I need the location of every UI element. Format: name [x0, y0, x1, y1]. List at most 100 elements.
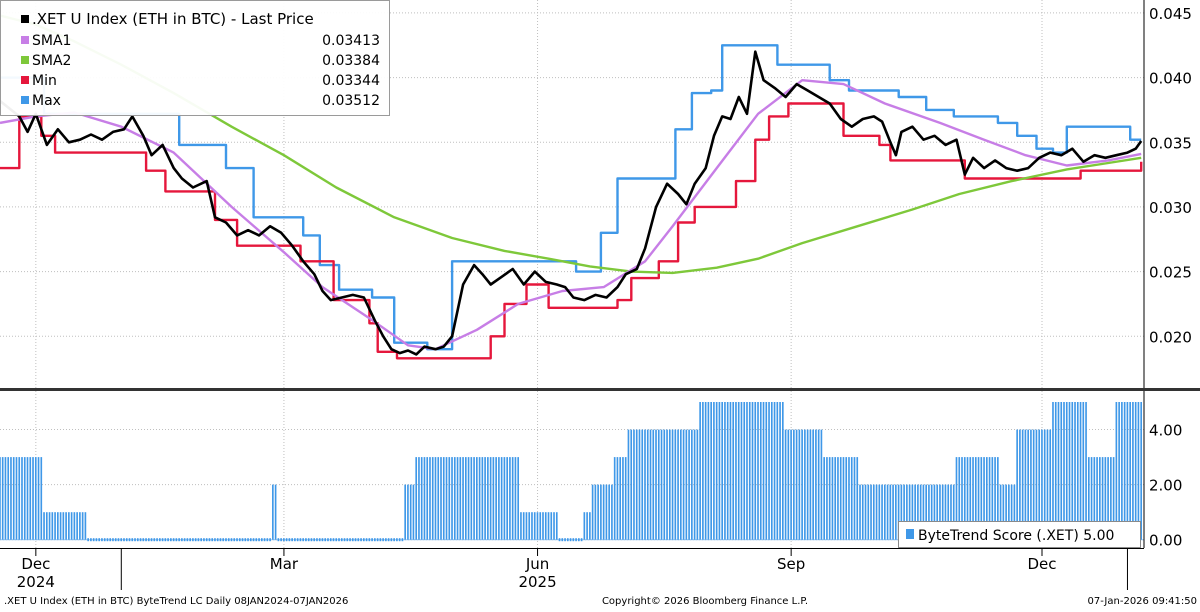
score-bar	[1101, 457, 1104, 540]
score-bar	[947, 484, 950, 540]
score-bar	[793, 429, 795, 540]
upper-y-tick-label: 0.030	[1149, 199, 1192, 217]
score-bar	[1110, 457, 1112, 540]
score-bar	[784, 429, 787, 540]
score-bar	[1090, 457, 1093, 540]
score-bar	[109, 538, 112, 542]
x-tick-label: Mar	[270, 555, 299, 573]
score-bar	[103, 538, 106, 542]
score-bar	[611, 484, 613, 540]
score-bar	[823, 457, 825, 540]
score-bar	[120, 538, 123, 542]
score-bar	[575, 538, 577, 542]
score-bar	[613, 457, 616, 540]
score-bar	[145, 538, 147, 542]
score-bar	[167, 538, 169, 542]
score-bar	[1087, 457, 1090, 540]
score-bar	[374, 538, 376, 542]
score-bar	[164, 538, 167, 542]
score-bar	[671, 429, 674, 540]
score-bar	[1074, 402, 1076, 540]
score-bar	[194, 538, 197, 542]
score-bar	[1057, 402, 1060, 540]
score-bar	[657, 429, 660, 540]
score-bar	[59, 512, 62, 540]
score-bar	[972, 457, 974, 540]
score-bar	[525, 512, 528, 540]
score-bar	[528, 512, 531, 540]
score-bar	[418, 457, 420, 540]
score-bar	[396, 538, 398, 542]
lower-y-tick-label: 2.00	[1149, 477, 1182, 495]
score-bar	[178, 538, 180, 542]
score-bar	[969, 457, 972, 540]
series-line-xet-u-index-eth-in-btc-last-price	[0, 50, 1143, 356]
score-bar	[299, 538, 302, 542]
score-bar	[883, 484, 886, 540]
score-bar	[1096, 457, 1098, 540]
score-bar	[26, 457, 29, 540]
score-bar	[32, 457, 34, 540]
x-tick-label: Dec	[21, 555, 50, 573]
score-bar	[963, 457, 966, 540]
score-bar	[699, 402, 701, 540]
score-bar	[735, 402, 737, 540]
score-bar	[219, 538, 222, 542]
score-bar	[685, 429, 688, 540]
score-bar	[48, 512, 51, 540]
score-bar	[820, 429, 823, 540]
score-bar	[569, 538, 572, 542]
score-bar	[478, 457, 481, 540]
score-bar	[809, 429, 812, 540]
score-bar	[1099, 457, 1101, 540]
score-bar	[112, 538, 114, 542]
score-bar	[1076, 402, 1079, 540]
score-bar	[420, 457, 423, 540]
score-bar	[1134, 402, 1137, 540]
score-bar	[1038, 429, 1041, 540]
score-bar	[561, 538, 564, 542]
score-bar	[1002, 484, 1005, 540]
score-bar	[354, 538, 357, 542]
lower-y-tick-label: 0.00	[1149, 532, 1182, 550]
score-bar	[407, 484, 409, 540]
score-bar	[878, 484, 881, 540]
score-bar	[983, 457, 985, 540]
score-bar	[203, 538, 205, 542]
score-bar	[131, 538, 134, 542]
score-bar	[754, 402, 757, 540]
score-bar	[117, 538, 120, 542]
score-bar	[539, 512, 542, 540]
score-bar	[1046, 429, 1049, 540]
score-bar	[531, 512, 533, 540]
score-bar	[1118, 402, 1120, 540]
score-bar	[994, 457, 996, 540]
legend-label-max: Max	[32, 93, 61, 109]
score-bar	[470, 457, 473, 540]
lower-y-tick-label: 4.00	[1149, 422, 1182, 440]
score-bar	[900, 484, 903, 540]
score-bar	[476, 457, 478, 540]
lower-legend-box	[898, 521, 1141, 548]
score-bar	[704, 402, 707, 540]
score-bar	[244, 538, 247, 542]
score-bar	[1005, 484, 1007, 540]
score-bar	[839, 457, 842, 540]
score-bar	[955, 457, 958, 540]
score-bar	[236, 538, 238, 542]
score-bar	[230, 538, 233, 542]
score-bar	[175, 538, 178, 542]
score-bar	[43, 512, 45, 540]
score-bar	[429, 457, 431, 540]
score-bar	[150, 538, 153, 542]
score-bar	[715, 402, 718, 540]
score-bar	[376, 538, 379, 542]
score-bar	[1093, 457, 1096, 540]
score-bar	[1071, 402, 1074, 540]
score-bar	[848, 457, 850, 540]
series-line-max	[0, 44, 1142, 351]
score-bar	[649, 429, 652, 540]
score-bar	[156, 538, 158, 542]
legend-swatch-sma1	[21, 36, 29, 44]
